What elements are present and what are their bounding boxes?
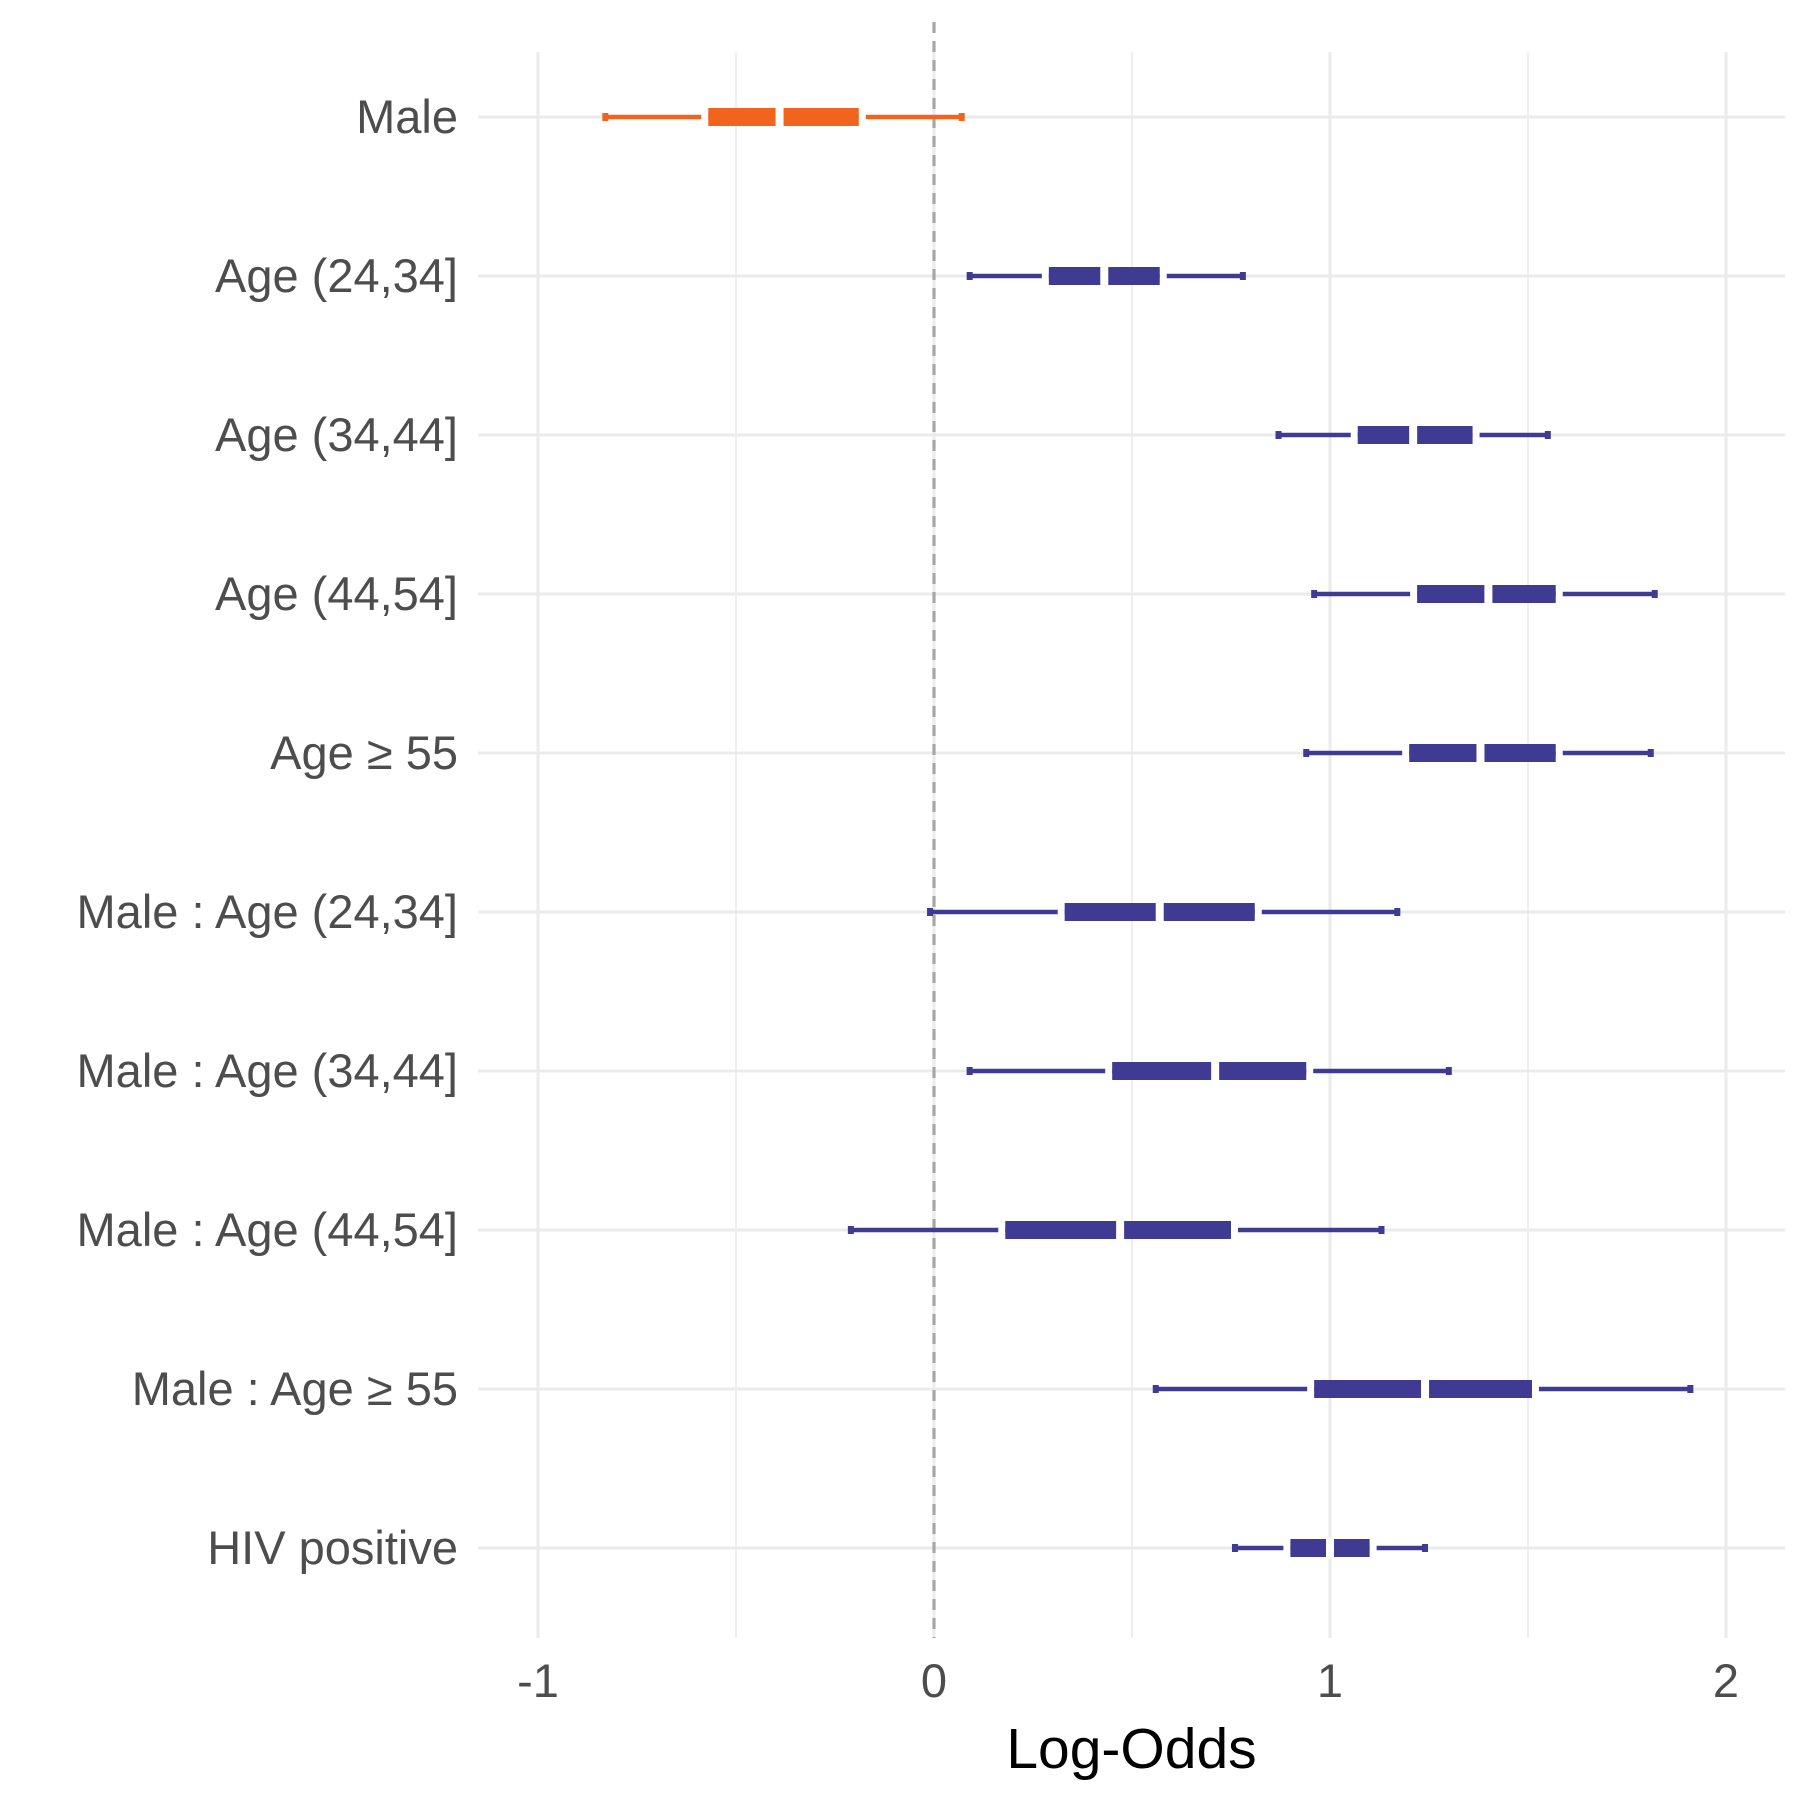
inner-box-gap-low [1307,1379,1315,1399]
inner-box-gap-low [1105,1061,1113,1081]
inner-box-gap-low [1057,902,1065,922]
inner-box-gap-high [1369,1538,1377,1558]
outer-interval-cap-low [1311,590,1318,598]
outer-interval-cap-low [1231,1544,1238,1552]
median-marker [1326,1537,1334,1559]
outer-interval-cap-low [1303,749,1310,757]
y-tick-label: Male : Age (24,34] [77,885,458,938]
y-tick-label: Age (34,44] [215,408,458,461]
outer-interval-cap-low [927,908,934,916]
y-tick-label: Age ≥ 55 [270,726,458,779]
outer-interval-cap-high [1687,1385,1694,1393]
outer-interval-cap-high [1647,749,1654,757]
outer-interval-cap-high [1544,431,1551,439]
x-tick-label: 1 [1317,1654,1343,1707]
median-marker [775,106,784,128]
marks-layer [602,22,1694,1638]
outer-interval-cap-low [966,272,973,280]
inner-box-gap-low [1041,266,1049,286]
outer-interval-cap-low [602,113,609,121]
outer-interval-cap-high [1239,272,1246,280]
inner-box-gap-low [1410,584,1418,604]
x-axis-title: Log-Odds [1006,1717,1256,1781]
y-tick-label: Age (24,34] [215,249,458,302]
inner-box-gap-low [1402,743,1410,763]
median-marker [1484,583,1493,605]
median-marker [1421,1378,1430,1400]
outer-interval-cap-high [958,113,965,121]
inner-box-gap-high [1231,1220,1238,1240]
y-tick-label: HIV positive [207,1521,458,1574]
outer-interval-cap-low [966,1067,973,1075]
x-tick-label: 0 [921,1654,947,1707]
outer-interval-cap-low [847,1226,854,1234]
y-tick-label: Male : Age (44,54] [77,1203,458,1256]
inner-box-gap-high [1306,1061,1314,1081]
grid-layer [478,52,1785,1638]
y-tick-label: Age (44,54] [215,567,458,620]
outer-interval-cap-high [1651,590,1658,598]
y-tick-label: Male : Age ≥ 55 [132,1362,458,1415]
median-marker [1476,742,1485,764]
inner-box-gap-low [998,1220,1006,1240]
y-tick-labels: Male Age (24,34] Age (34,44] Age (44,54] Age… [77,90,458,1574]
median-marker [1155,901,1164,923]
inner-box-gap-high [1254,902,1262,922]
inner-box-gap-high [1531,1379,1539,1399]
inner-box-gap-low [1283,1538,1291,1558]
inner-box-gap-high [1555,584,1563,604]
x-tick-label: 2 [1713,1654,1739,1707]
outer-interval-cap-high [1422,1544,1429,1552]
x-tick-label: -1 [517,1654,559,1707]
inner-interval-box [1112,1062,1307,1080]
y-tick-label: Male : Age (34,44] [77,1044,458,1097]
outer-interval-cap-low [1152,1385,1159,1393]
median-marker [1211,1060,1220,1082]
y-tick-label: Male [356,90,458,143]
outer-interval-cap-high [1394,908,1401,916]
inner-box-gap-high [858,107,866,127]
outer-interval-cap-high [1445,1067,1452,1075]
outer-interval-cap-low [1275,431,1282,439]
outer-interval-cap-high [1378,1226,1385,1234]
inner-box-gap-high [1555,743,1563,763]
inner-box-gap-low [701,107,709,127]
median-marker [1409,424,1418,446]
inner-box-gap-high [1472,425,1480,445]
x-tick-labels: -1 0 1 2 [517,1654,1739,1707]
inner-box-gap-high [1159,266,1167,286]
median-marker [1116,1219,1125,1241]
inner-box-gap-low [1350,425,1358,445]
median-marker [1100,265,1109,287]
